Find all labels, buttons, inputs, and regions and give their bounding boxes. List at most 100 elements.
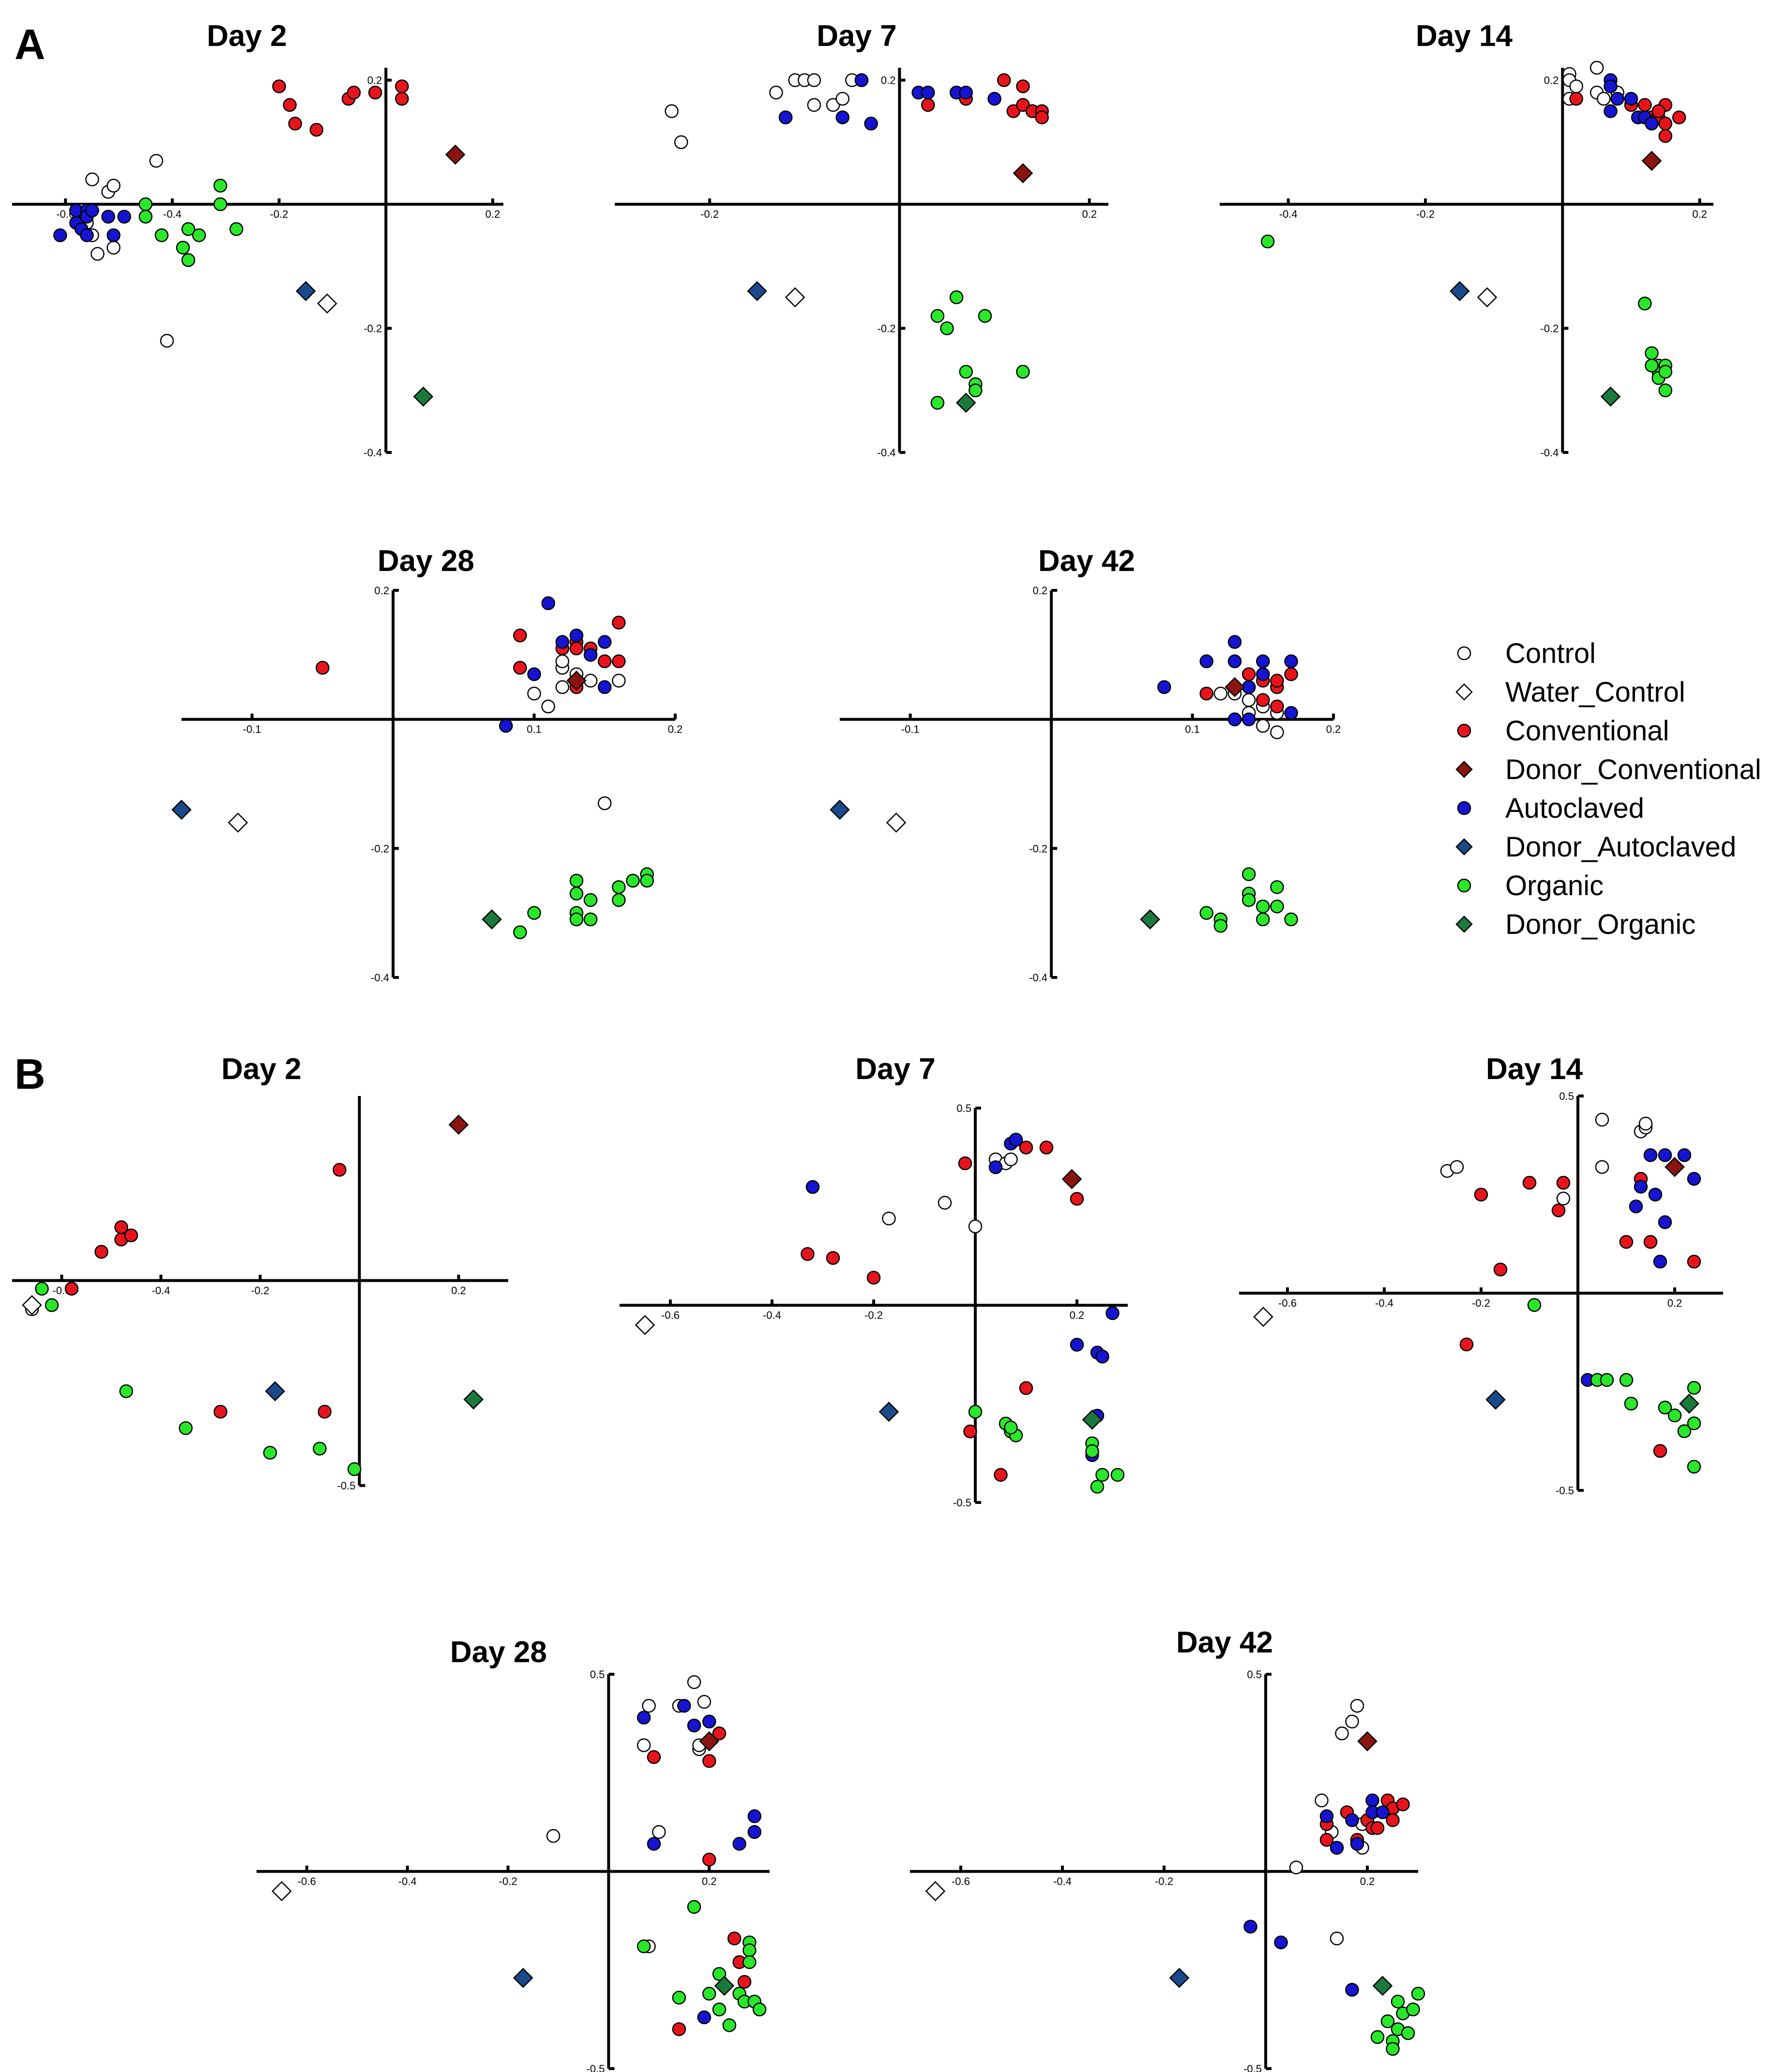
point-autoclaved	[702, 1714, 716, 1729]
point-conventional	[801, 1247, 815, 1261]
y-tick-label: 0.5	[956, 1102, 971, 1114]
point-organic	[1619, 1373, 1634, 1387]
point-organic	[1411, 1986, 1425, 2001]
point-organic	[181, 253, 196, 267]
point-conventional	[1653, 1444, 1667, 1458]
point-control	[968, 1219, 983, 1233]
series-autoclaved	[778, 73, 1001, 131]
point-conventional	[866, 1271, 881, 1285]
x-tick-label: -0.6	[952, 1876, 970, 1888]
series-donor_autoclaved	[1450, 281, 1470, 301]
series-organic	[35, 1282, 362, 1476]
point-organic	[712, 2002, 727, 2016]
point-autoclaved	[598, 680, 612, 694]
point-conventional	[124, 1228, 138, 1243]
point-organic	[1600, 1373, 1614, 1387]
legend-marker-diamond	[1455, 761, 1473, 778]
legend-marker-circle	[1457, 646, 1471, 661]
point-conventional	[1651, 104, 1665, 119]
point-donor_autoclaved	[878, 1401, 899, 1422]
point-conventional	[94, 1245, 108, 1259]
point-autoclaved	[117, 210, 131, 224]
point-control	[1350, 1698, 1364, 1713]
point-donor_conventional	[1665, 1156, 1685, 1177]
point-autoclaved	[747, 1809, 762, 1823]
point-control	[697, 1695, 711, 1709]
point-conventional	[612, 654, 626, 668]
legend-item-donor_organic: Donor_Organic	[1455, 909, 1695, 940]
point-donor_conventional	[445, 144, 466, 165]
series-donor_organic	[413, 386, 434, 407]
point-conventional	[513, 629, 527, 643]
point-conventional	[963, 1425, 977, 1439]
point-autoclaved	[1157, 680, 1171, 694]
point-control	[85, 172, 99, 187]
x-tick-label: 0.2	[451, 1284, 466, 1296]
point-organic	[930, 309, 945, 323]
point-donor_autoclaved	[513, 1967, 533, 1988]
y-tick-label: -0.4	[878, 447, 896, 459]
point-autoclaved	[1658, 1148, 1672, 1162]
point-autoclaved	[1256, 667, 1270, 681]
point-autoclaved	[1319, 1809, 1334, 1823]
point-water_control	[635, 1315, 655, 1336]
legend-label: Autoclaved	[1505, 793, 1644, 824]
series-organic	[1527, 1298, 1701, 1474]
point-autoclaved	[1604, 79, 1618, 93]
series-autoclaved	[1157, 635, 1298, 726]
plot-b-5: Day 2-0.6 -0.4 -0.2 0.2-0.5	[12, 1052, 508, 1492]
point-conventional	[513, 661, 527, 675]
point-autoclaved	[987, 91, 1001, 106]
point-conventional	[114, 1220, 128, 1234]
point-conventional	[737, 1975, 752, 1989]
point-conventional	[647, 1750, 661, 1764]
point-donor_autoclaved	[1450, 281, 1470, 301]
point-donor_organic	[463, 1389, 484, 1410]
y-tick-label: 0.2	[1033, 585, 1048, 597]
point-conventional	[1270, 674, 1284, 688]
series-donor_autoclaved	[1169, 1967, 1190, 1988]
point-conventional	[1386, 1813, 1400, 1827]
series-donor_conventional	[1665, 1156, 1685, 1177]
point-conventional	[1493, 1262, 1508, 1276]
point-control	[938, 1196, 952, 1210]
point-organic	[1406, 2002, 1420, 2016]
series-donor_organic	[482, 909, 502, 930]
point-organic	[969, 383, 983, 398]
series-water_control	[317, 293, 337, 314]
legend-item-autoclaved: Autoclaved	[1457, 793, 1644, 824]
x-tick-label: -0.4	[163, 208, 182, 220]
series-donor_autoclaved	[296, 281, 316, 301]
series-control	[546, 1675, 711, 1953]
point-autoclaved	[85, 203, 99, 218]
point-conventional	[1658, 117, 1673, 131]
plot-title: Day 7	[817, 19, 896, 53]
point-organic	[672, 1991, 686, 2005]
x-tick-label: -0.2	[499, 1876, 517, 1888]
plot-a-4: Day 42 -0.1 0.1 0.2 0.2 -0.2 -0.4	[830, 544, 1341, 984]
point-donor_autoclaved	[830, 799, 850, 820]
point-conventional	[213, 1405, 227, 1419]
y-tick-label: -0.2	[371, 842, 389, 855]
point-autoclaved	[1009, 1132, 1023, 1147]
series-donor_conventional	[445, 144, 466, 165]
point-autoclaved	[1604, 104, 1618, 119]
point-organic	[1241, 893, 1256, 907]
x-tick-label: -0.4	[398, 1876, 417, 1888]
point-donor_conventional	[1061, 1169, 1082, 1189]
point-control	[665, 104, 679, 119]
plot-a-2: Day 14 -0.4 -0.2 0.2 0.2 -0.2 -0.4	[1220, 19, 1713, 459]
point-organic	[702, 1986, 716, 2001]
series-conventional	[1459, 1171, 1701, 1458]
point-conventional	[1638, 98, 1652, 112]
point-autoclaved	[1284, 654, 1298, 668]
point-control	[826, 98, 840, 112]
y-tick-label: -0.4	[1029, 972, 1047, 984]
series-autoclaved	[499, 596, 612, 733]
point-control	[149, 154, 164, 168]
point-organic	[1260, 234, 1275, 249]
point-autoclaved	[921, 86, 935, 100]
point-conventional	[1241, 667, 1256, 681]
point-autoclaved	[864, 117, 878, 131]
point-control	[91, 247, 105, 261]
